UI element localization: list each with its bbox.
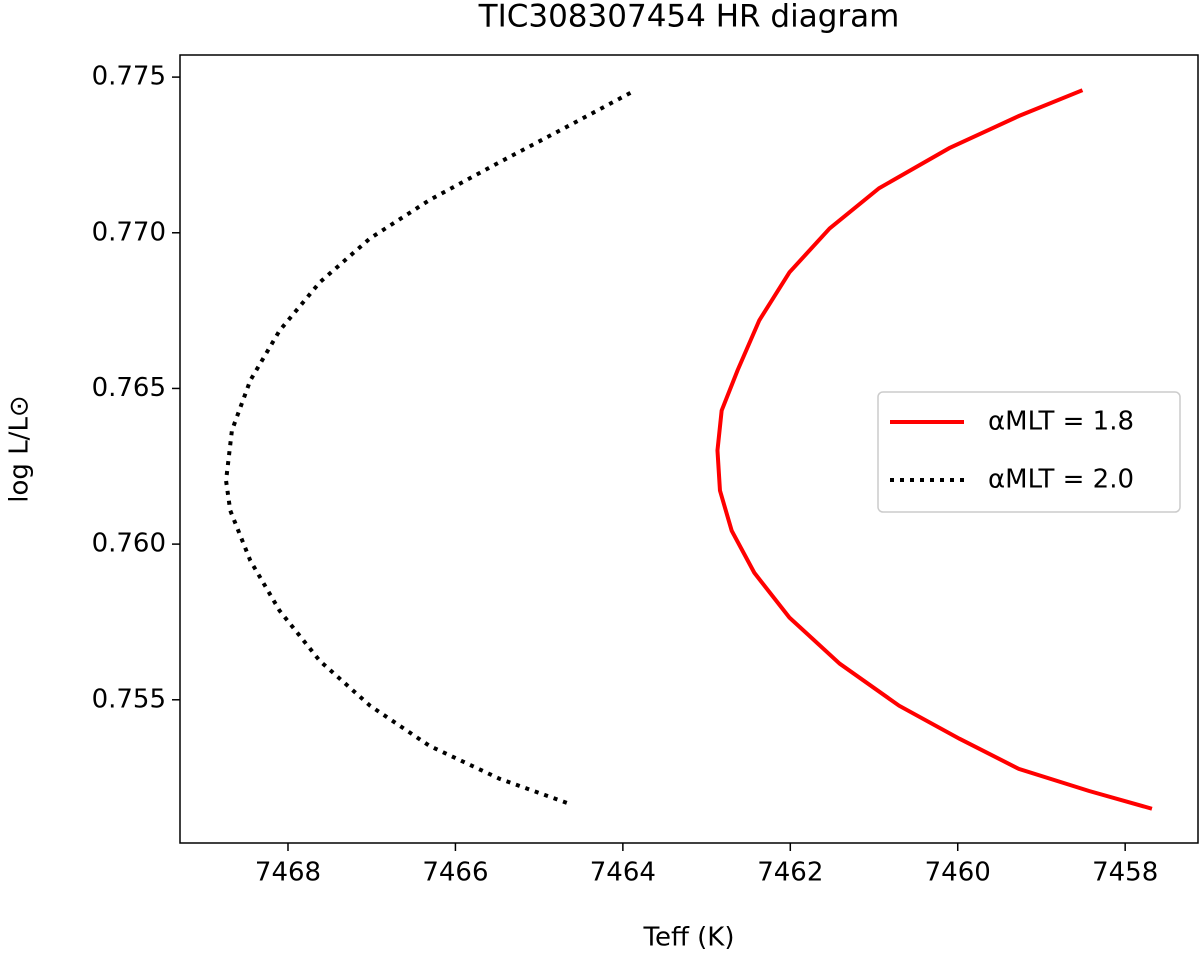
- line: [224, 88, 637, 805]
- y-tick-label: 0.770: [92, 217, 166, 247]
- chart-title: TIC308307454 HR diagram: [478, 0, 900, 35]
- line: [715, 88, 1153, 811]
- x-tick-label: 7466: [422, 858, 488, 888]
- y-tick-label: 0.775: [92, 62, 166, 92]
- legend-label: αMLT = 1.8: [988, 407, 1134, 437]
- plot-frame: [179, 54, 1199, 844]
- x-tick-label: 7458: [1092, 858, 1158, 888]
- x-axis-label: Teff (K): [643, 923, 735, 953]
- x-tick-label: 7468: [255, 858, 321, 888]
- y-tick-label: 0.765: [92, 373, 166, 403]
- x-tick-label: 7460: [925, 858, 991, 888]
- y-tick-label: 0.755: [92, 684, 166, 714]
- legend-label: αMLT = 2.0: [988, 465, 1134, 495]
- x-tick-label: 7464: [590, 858, 656, 888]
- x-tick-label: 7462: [757, 858, 823, 888]
- y-tick-label: 0.760: [92, 529, 166, 559]
- y-axis-label: log L/L⊙: [5, 395, 35, 502]
